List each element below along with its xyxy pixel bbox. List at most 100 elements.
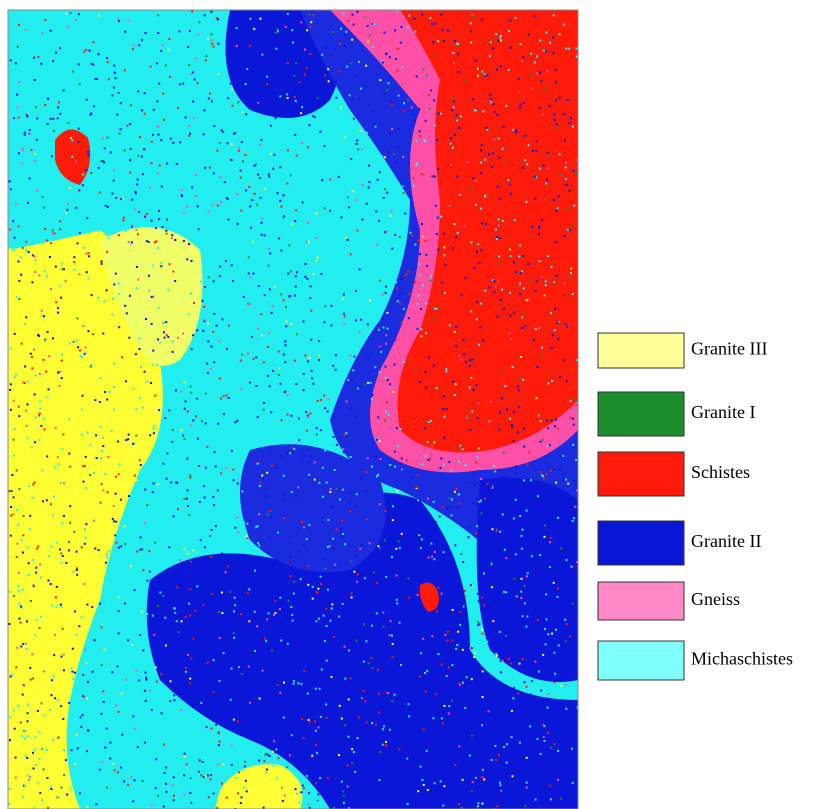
speckle-dot	[231, 764, 233, 766]
speckle-dot	[476, 498, 478, 500]
speckle-dot	[210, 774, 212, 776]
speckle-dot	[425, 682, 427, 684]
speckle-dot	[358, 803, 360, 805]
speckle-dot	[118, 547, 120, 549]
speckle-dot	[332, 31, 334, 33]
speckle-dot	[480, 782, 482, 784]
speckle-dot	[60, 553, 62, 555]
speckle-dot	[496, 238, 498, 240]
speckle-dot	[359, 331, 361, 333]
speckle-dot	[506, 612, 508, 614]
speckle-dot	[305, 37, 307, 39]
speckle-dot	[321, 668, 323, 670]
speckle-dot	[109, 578, 111, 580]
speckle-dot	[381, 156, 383, 158]
speckle-dot	[462, 649, 464, 651]
speckle-dot	[125, 565, 127, 567]
speckle-dot	[195, 14, 197, 16]
speckle-dot	[493, 601, 495, 603]
speckle-dot	[137, 279, 139, 281]
speckle-dot	[399, 622, 401, 624]
speckle-dot	[555, 69, 557, 71]
speckle-dot	[142, 729, 144, 731]
speckle-dot	[346, 157, 348, 159]
speckle-dot	[166, 334, 168, 336]
speckle-dot	[295, 788, 297, 790]
speckle-dot	[43, 207, 45, 209]
speckle-dot	[302, 201, 304, 203]
speckle-dot	[193, 638, 195, 640]
speckle-dot	[470, 22, 472, 24]
speckle-dot	[335, 659, 337, 661]
speckle-dot	[396, 146, 398, 148]
speckle-dot	[206, 726, 208, 728]
speckle-dot	[10, 383, 12, 385]
speckle-dot	[304, 16, 306, 18]
speckle-dot	[329, 712, 331, 714]
speckle-dot	[440, 259, 442, 261]
speckle-dot	[497, 316, 499, 318]
speckle-dot	[460, 697, 462, 699]
speckle-dot	[207, 446, 209, 448]
speckle-dot	[487, 483, 489, 485]
speckle-dot	[413, 18, 415, 20]
speckle-dot	[565, 640, 567, 642]
speckle-dot	[483, 572, 485, 574]
speckle-dot	[277, 532, 279, 534]
speckle-dot	[571, 225, 573, 227]
speckle-dot	[93, 472, 95, 474]
speckle-dot	[304, 751, 306, 753]
speckle-dot	[124, 69, 126, 71]
speckle-dot	[329, 210, 331, 212]
speckle-dot	[464, 590, 466, 592]
speckle-dot	[347, 786, 349, 788]
speckle-dot	[106, 556, 108, 558]
speckle-dot	[259, 177, 261, 179]
speckle-dot	[351, 596, 353, 598]
speckle-dot	[70, 137, 72, 139]
speckle-dot	[85, 719, 87, 721]
speckle-dot	[40, 425, 42, 427]
speckle-dot	[361, 748, 363, 750]
speckle-dot	[258, 513, 260, 515]
speckle-dot	[21, 163, 23, 165]
speckle-dot	[82, 737, 84, 739]
speckle-dot	[305, 77, 307, 79]
speckle-dot	[189, 166, 191, 168]
speckle-dot	[185, 116, 187, 118]
speckle-dot	[172, 341, 174, 343]
speckle-dot	[39, 732, 41, 734]
speckle-dot	[327, 68, 329, 70]
speckle-dot	[399, 236, 401, 238]
speckle-dot	[482, 776, 484, 778]
speckle-dot	[282, 658, 284, 660]
speckle-dot	[568, 122, 570, 124]
speckle-dot	[451, 560, 453, 562]
speckle-dot	[189, 678, 191, 680]
speckle-dot	[474, 15, 476, 17]
speckle-dot	[286, 568, 288, 570]
speckle-dot	[491, 586, 493, 588]
legend-swatch	[598, 333, 684, 368]
speckle-dot	[542, 588, 544, 590]
legend-swatch	[598, 521, 684, 565]
speckle-dot	[539, 107, 541, 109]
speckle-dot	[29, 667, 31, 669]
speckle-dot	[50, 546, 52, 548]
speckle-dot	[472, 177, 474, 179]
speckle-dot	[396, 287, 398, 289]
speckle-dot	[270, 411, 272, 413]
speckle-dot	[261, 712, 263, 714]
speckle-dot	[26, 342, 28, 344]
speckle-dot	[564, 235, 566, 237]
speckle-dot	[178, 631, 180, 633]
speckle-dot	[68, 702, 70, 704]
speckle-dot	[353, 118, 355, 120]
speckle-dot	[222, 754, 224, 756]
speckle-dot	[269, 423, 271, 425]
speckle-dot	[143, 508, 145, 510]
speckle-dot	[142, 569, 144, 571]
speckle-dot	[569, 190, 571, 192]
speckle-dot	[254, 204, 256, 206]
speckle-dot	[102, 489, 104, 491]
